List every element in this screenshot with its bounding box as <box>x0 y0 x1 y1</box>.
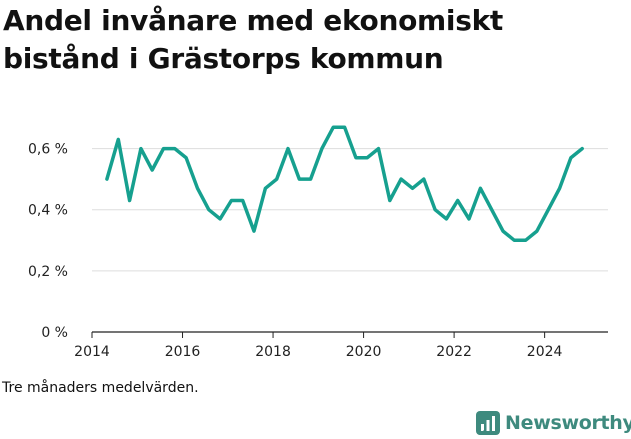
y-tick-label: 0,2 % <box>28 264 68 280</box>
newsworthy-logo-icon <box>476 411 500 435</box>
x-tick-label: 2014 <box>74 344 110 360</box>
y-tick-label: 0,4 % <box>28 203 68 219</box>
series-line <box>105 125 584 243</box>
chart-title: Andel invånare med ekonomiskt bistånd i … <box>3 4 504 75</box>
brand-name: Newsworthy <box>505 412 631 434</box>
y-tick-label: 0,6 % <box>28 142 68 158</box>
x-tick-label: 2016 <box>165 344 201 360</box>
brand-logo[interactable]: Newsworthy <box>476 407 631 439</box>
x-tick-label: 2020 <box>346 344 382 360</box>
y-axis-ticks: 0 % 0,2 % 0,4 % 0,6 % <box>28 142 68 341</box>
gridlines <box>92 148 608 272</box>
x-axis: 2014 2016 2018 2020 2022 2024 <box>74 331 608 360</box>
x-tick-label: 2024 <box>527 344 563 360</box>
x-tick-label: 2018 <box>255 344 291 360</box>
series-layer <box>105 125 584 243</box>
x-tick-label: 2022 <box>436 344 472 360</box>
footnote: Tre månaders medelvärden. <box>2 380 199 396</box>
y-tick-label: 0 % <box>41 325 68 341</box>
